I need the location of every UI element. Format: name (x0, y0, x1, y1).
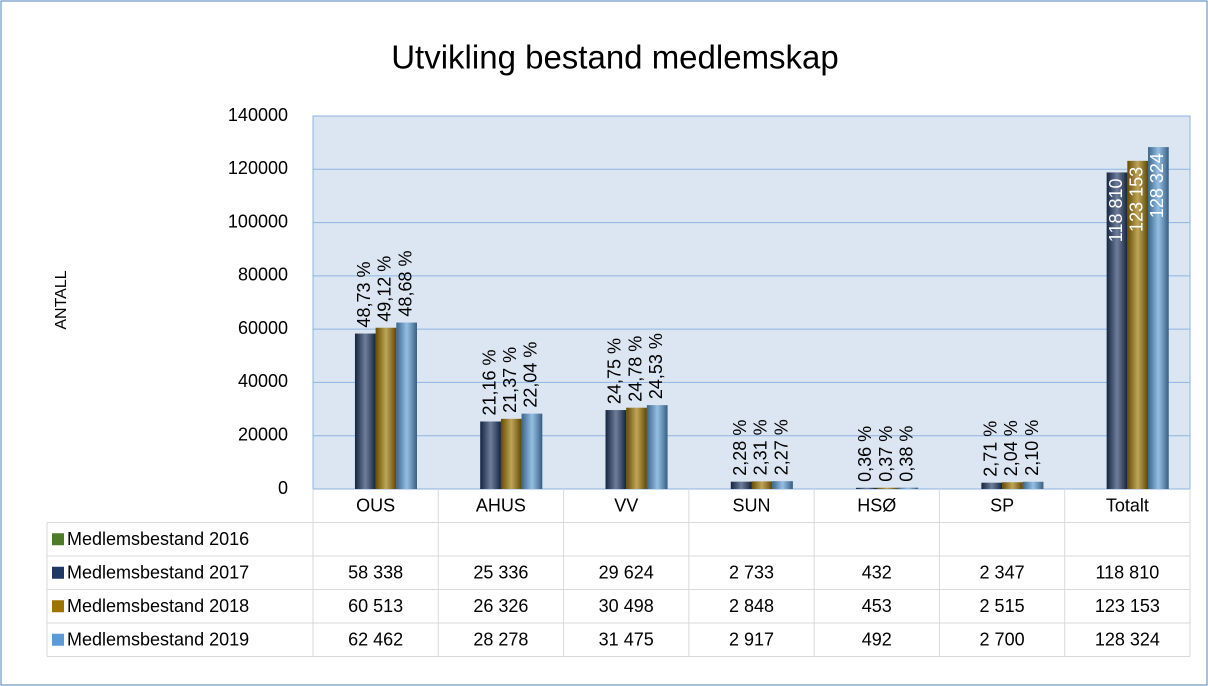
data-label: 24,75 % (605, 338, 625, 404)
y-tick-label: 140000 (228, 105, 288, 125)
table-cell: 28 278 (473, 630, 528, 650)
data-label: 2,28 % (730, 420, 750, 476)
bar-shade (1002, 482, 1023, 489)
legend-label: Medlemsbestand 2018 (67, 596, 249, 616)
data-label: 118 810 (1106, 178, 1126, 242)
bar-shade (396, 322, 417, 489)
data-label: 24,53 % (646, 333, 666, 399)
bar-shade (751, 481, 773, 489)
table-cell: 2 515 (980, 596, 1025, 616)
legend-label: Medlemsbestand 2019 (67, 630, 249, 650)
y-tick-label: 0 (278, 478, 288, 498)
data-label: 48,68 % (395, 251, 415, 317)
table-cell: 2 347 (980, 563, 1025, 583)
table-cell: 492 (862, 630, 892, 650)
data-label: 48,73 % (354, 262, 374, 328)
y-tick-label: 60000 (238, 318, 288, 338)
table-cell: 62 462 (348, 630, 403, 650)
bar-shade (1022, 481, 1044, 489)
bar-shade (500, 418, 522, 489)
data-label: 0,38 % (897, 426, 917, 482)
bar-shade (521, 413, 543, 489)
data-label: 21,37 % (500, 347, 520, 413)
legend-key (52, 533, 64, 546)
y-tick-label: 100000 (228, 211, 288, 231)
data-label: 2,10 % (1022, 420, 1042, 476)
table-cell: 2 700 (980, 630, 1025, 650)
plot-area (312, 115, 1191, 490)
data-label: 2,31 % (751, 419, 771, 475)
data-label: 2,71 % (980, 421, 1000, 477)
bar-shade (1127, 160, 1149, 489)
y-tick-label: 20000 (238, 424, 288, 444)
legend-key (52, 633, 64, 646)
x-tick-label: OUS (356, 496, 395, 516)
bar-shade (856, 487, 877, 489)
table-cell: 25 336 (473, 563, 528, 583)
data-label: 21,16 % (479, 349, 499, 415)
table-cell: 29 624 (599, 563, 654, 583)
data-label: 24,78 % (625, 336, 645, 402)
bar-shade (480, 421, 501, 489)
x-tick-label: Totalt (1106, 496, 1149, 516)
bar-shade (1106, 172, 1128, 489)
table-cell: 2 917 (729, 630, 774, 650)
bar-shade (1148, 147, 1169, 489)
data-label: 22,04 % (521, 342, 541, 408)
legend-label: Medlemsbestand 2017 (67, 563, 249, 583)
x-tick-label: VV (614, 496, 638, 516)
bar-shade (730, 481, 752, 489)
bar-shade (605, 410, 627, 489)
x-tick-label: SP (990, 496, 1014, 516)
table-cell: 30 498 (599, 596, 654, 616)
y-tick-label: 40000 (238, 371, 288, 391)
table-cell: 31 475 (599, 630, 654, 650)
bar-shade (981, 482, 1003, 489)
table-cell: 2 733 (729, 563, 774, 583)
bar-shade (375, 327, 397, 489)
y-axis-label: ANTALL (53, 270, 70, 329)
x-tick-label: AHUS (476, 496, 526, 516)
bar-shade (354, 333, 376, 489)
table-cell: 128 324 (1095, 630, 1160, 650)
data-label: 0,37 % (876, 426, 896, 482)
chart-title: Utvikling bestand medlemskap (391, 39, 839, 76)
table-cell: 118 810 (1095, 563, 1159, 583)
table-cell: 432 (862, 563, 892, 583)
data-label: 128 324 (1147, 153, 1167, 218)
y-tick-label: 80000 (238, 265, 288, 285)
bar-shade (897, 487, 919, 489)
table-cell: 26 326 (473, 596, 528, 616)
data-label: 2,04 % (1001, 420, 1021, 476)
bar-shade (626, 407, 647, 489)
data-label: 0,36 % (855, 426, 875, 482)
bar-shade (646, 405, 668, 489)
bar-shade (772, 481, 793, 489)
legend-key (52, 566, 64, 579)
legend-label: Medlemsbestand 2016 (67, 529, 249, 549)
y-tick-label: 120000 (228, 158, 288, 178)
data-label: 123 153 (1126, 167, 1146, 232)
x-tick-label: HSØ (857, 496, 896, 516)
table-cell: 2 848 (729, 596, 774, 616)
x-tick-label: SUN (732, 496, 770, 516)
table-cell: 58 338 (348, 563, 403, 583)
table-cell: 123 153 (1095, 596, 1160, 616)
legend-key (52, 600, 64, 613)
table-cell: 453 (862, 596, 892, 616)
bar-shade (876, 487, 898, 489)
data-label: 49,12 % (375, 256, 395, 322)
table-cell: 60 513 (348, 596, 403, 616)
data-label: 2,27 % (771, 419, 791, 475)
